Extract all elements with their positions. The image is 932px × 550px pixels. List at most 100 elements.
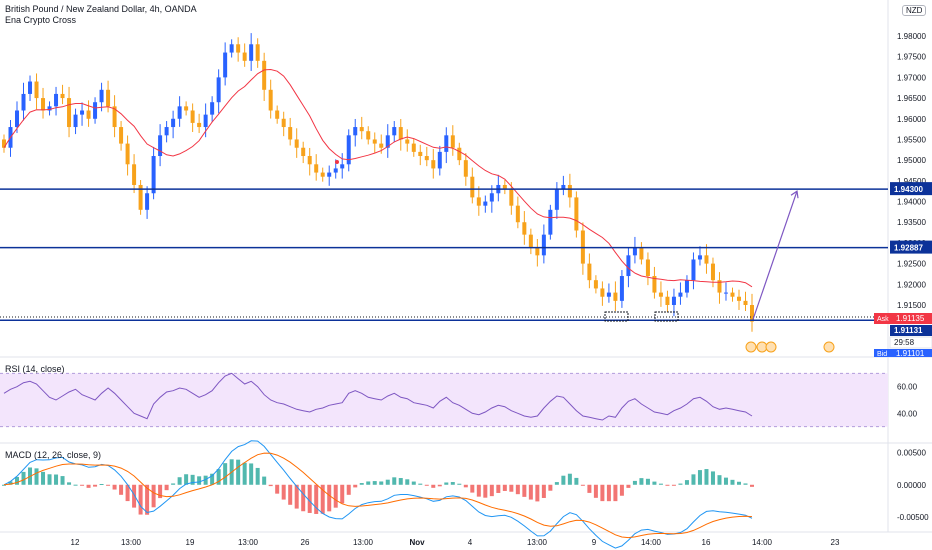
macd-histogram-bar [658,483,663,485]
macd-histogram-bar [554,482,559,485]
macd-histogram-bar [333,484,338,508]
candle-body [750,305,754,322]
macd-histogram-bar [359,483,364,485]
macd-histogram-bar [15,476,20,485]
candle-body [171,118,176,128]
candle-body [151,156,156,194]
price-tick-label: 1.93500 [897,218,926,227]
last-price-label: 1.91131 [894,326,923,335]
level-price-tag [890,182,932,196]
candle-body [476,197,481,206]
candle-body [2,139,6,148]
candle-body [535,247,540,256]
candle-body [93,102,98,119]
macd-histogram-bar [444,482,449,485]
macd-histogram-bar [275,484,280,494]
price-tick-label: 1.94500 [897,177,926,186]
candle-body [177,106,182,119]
macd-histogram-bar [392,477,397,485]
macd-histogram-bar [437,484,442,487]
candle-body [262,60,267,90]
macd-histogram-bar [210,473,215,485]
macd-legend[interactable]: MACD (12, 26, close, 9) [5,450,102,460]
time-axis-label: 4 [468,538,473,547]
macd-histogram-bar [236,459,241,485]
candle-body [483,201,488,206]
candle-body [15,110,20,128]
macd-histogram-bar [541,484,546,498]
macd-histogram-bar [535,484,540,502]
indicator-legend[interactable]: Ena Crypto Cross [5,15,77,25]
macd-tick-label: 0.00000 [897,481,926,490]
macd-histogram-bar [67,482,72,485]
price-tick-label: 1.95500 [897,135,926,144]
candle-body [366,131,371,140]
candle-body [80,110,85,115]
macd-histogram-bar [431,484,436,488]
candle-body [99,89,104,103]
candle-body [21,93,26,111]
macd-histogram-bar [223,463,228,485]
time-axis-label: 16 [702,538,711,547]
ask-price-tag [874,313,932,324]
candle-body [268,89,273,111]
candle-body [444,135,449,152]
event-icon [765,341,777,353]
candle-body [34,81,39,99]
rsi-legend[interactable]: RSI (14, close) [5,364,65,374]
macd-histogram-bar [509,484,514,492]
candle-body [314,164,319,173]
macd-histogram-bar [411,481,416,485]
event-icon [823,341,835,353]
candle-body [132,164,137,185]
price-tick-label: 1.92500 [897,260,926,269]
macd-histogram-bar [736,481,741,485]
candle-body [41,98,46,111]
currency-badge[interactable]: NZD [902,5,927,16]
candle-body [353,127,358,136]
macd-histogram-bar [197,476,202,485]
countdown-label: 29:58 [894,338,915,347]
candle-body [333,168,338,173]
candle-body [47,106,52,111]
macd-tick-label: 0.00500 [897,448,926,457]
level-price-label: 1.94300 [894,185,923,194]
event-icon [745,341,757,353]
macd-histogram-bar [717,475,722,485]
macd-histogram-bar [593,484,598,498]
candle-body [593,280,598,289]
candle-body [567,184,572,198]
macd-histogram-bar [314,484,319,514]
macd-histogram-bar [405,479,410,485]
candle-body [158,135,163,157]
macd-histogram-bar [255,467,260,485]
bid-price-tag [874,349,932,357]
candle-body [509,189,514,206]
symbol-legend[interactable]: British Pound / New Zealand Dollar, 4h, … [5,4,197,14]
candle-body [470,176,475,198]
candle-body [294,139,299,148]
macd-histogram-bar [164,484,169,491]
candle-body [379,143,384,148]
candle-body [73,114,78,128]
macd-histogram-bar [203,475,208,485]
macd-histogram-bar [86,484,91,488]
macd-histogram-bar [242,462,247,485]
price-tick-label: 1.97500 [897,53,926,62]
macd-histogram-bar [691,474,696,485]
macd-histogram-bar [450,482,455,485]
candle-body [437,151,442,169]
candle-body [164,127,169,136]
candle-body [275,110,280,119]
macd-histogram-bar [106,484,111,486]
signal-line [3,452,753,539]
macd-histogram-bar [21,471,26,485]
macd-histogram-bar [34,468,39,485]
macd-histogram-bar [307,484,312,513]
moving-average-line [3,68,753,288]
macd-histogram-bar [587,484,592,493]
candle-body [281,118,286,128]
macd-histogram-bar [639,478,644,485]
macd-histogram-bar [580,484,585,486]
